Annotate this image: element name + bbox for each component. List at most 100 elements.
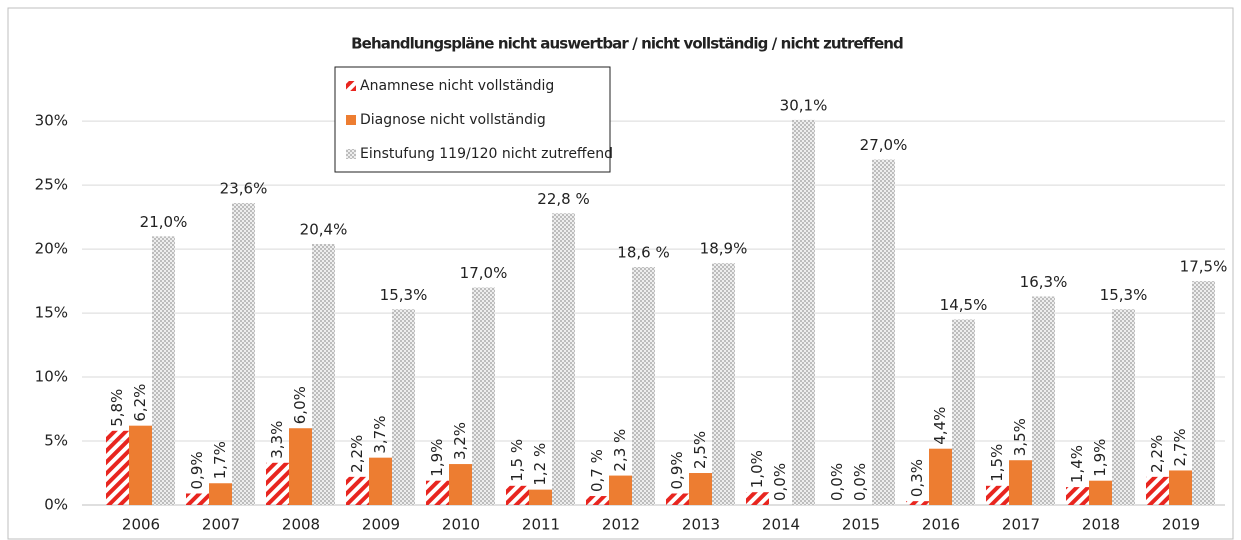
bar	[712, 263, 735, 505]
legend-swatch	[346, 149, 356, 159]
data-label: 21,0%	[140, 213, 188, 231]
data-label: 4,4%	[931, 407, 949, 445]
legend-label: Diagnose nicht vollständig	[360, 112, 546, 128]
bar	[106, 430, 129, 505]
data-label: 2,2%	[1148, 435, 1166, 473]
bar	[209, 483, 232, 505]
data-label: 18,6 %	[617, 244, 669, 262]
bar	[746, 492, 769, 505]
x-tick-label: 2013	[682, 516, 720, 534]
data-label: 0,9%	[668, 451, 686, 489]
chart-title: Behandlungspläne nicht auswertbar / nich…	[351, 35, 903, 53]
x-tick-label: 2014	[762, 516, 800, 534]
bar	[632, 267, 655, 505]
chart-border	[7, 7, 1234, 540]
bar	[472, 287, 495, 505]
y-tick-label: 10%	[35, 368, 68, 386]
data-label: 15,3%	[1100, 286, 1148, 304]
legend: Anamnese nicht vollständig Diagnose nicht…	[334, 66, 613, 173]
data-label: 1,4%	[1068, 445, 1086, 483]
bar	[392, 309, 415, 505]
bar	[289, 428, 312, 505]
bar	[1066, 487, 1089, 505]
data-label: 1,2 %	[531, 443, 549, 486]
bar	[506, 485, 529, 505]
x-tick-label: 2008	[282, 516, 320, 534]
bar	[129, 425, 152, 505]
data-label: 14,5%	[940, 296, 988, 314]
bar	[986, 485, 1009, 505]
x-tick-label: 2019	[1162, 516, 1200, 534]
bar	[369, 457, 392, 505]
bar	[952, 319, 975, 505]
data-label: 18,9%	[700, 240, 748, 258]
bar	[666, 493, 689, 505]
x-tick-label: 2012	[602, 516, 640, 534]
bar	[586, 496, 609, 505]
bar	[1032, 296, 1055, 505]
bar	[426, 480, 449, 505]
bar	[266, 462, 289, 505]
x-tick-label: 2010	[442, 516, 480, 534]
data-label: 22,8 %	[537, 190, 589, 208]
data-label: 0,7 %	[588, 449, 606, 492]
data-label: 15,3%	[380, 286, 428, 304]
bar	[1169, 470, 1192, 505]
data-label: 17,5%	[1180, 258, 1228, 276]
data-label: 1,5 %	[508, 439, 526, 482]
legend-label: Anamnese nicht vollständig	[360, 78, 554, 94]
bar	[186, 493, 209, 505]
data-label: 1,9%	[428, 439, 446, 477]
data-label: 20,4%	[300, 221, 348, 239]
data-label: 6,2%	[131, 384, 149, 422]
bar	[929, 448, 952, 505]
legend-label: Einstufung 119/120 nicht zutreffend	[360, 146, 613, 162]
data-label: 17,0%	[460, 264, 508, 282]
bar	[792, 119, 815, 505]
data-label: 3,7%	[371, 416, 389, 454]
legend-swatch	[346, 81, 356, 91]
bar	[1089, 480, 1112, 505]
x-tick-label: 2018	[1082, 516, 1120, 534]
bar	[1112, 309, 1135, 505]
x-tick-label: 2015	[842, 516, 880, 534]
y-tick-label: 5%	[44, 432, 68, 450]
bar	[346, 476, 369, 505]
bar	[529, 489, 552, 505]
bar	[609, 475, 632, 505]
bar	[449, 464, 472, 505]
x-tick-label: 2007	[202, 516, 240, 534]
data-label: 3,5%	[1011, 418, 1029, 456]
y-tick-label: 0%	[44, 496, 68, 514]
data-label: 2,7%	[1171, 428, 1189, 466]
legend-box	[334, 66, 611, 173]
data-label: 2,2%	[348, 435, 366, 473]
bar	[232, 203, 255, 505]
data-label: 0,0%	[851, 463, 869, 501]
y-tick-label: 25%	[35, 176, 68, 194]
bar	[872, 159, 895, 505]
y-tick-label: 15%	[35, 304, 68, 322]
data-label: 1,7%	[211, 441, 229, 479]
bar	[1009, 460, 1032, 505]
x-tick-label: 2016	[922, 516, 960, 534]
data-label: 0,0%	[828, 463, 846, 501]
x-tick-label: 2017	[1002, 516, 1040, 534]
bar	[689, 473, 712, 505]
bar	[152, 236, 175, 505]
data-label: 3,2%	[451, 422, 469, 460]
data-label: 0,0%	[771, 463, 789, 501]
data-label: 6,0%	[291, 386, 309, 424]
data-label: 30,1%	[780, 96, 828, 114]
bar	[552, 213, 575, 505]
y-tick-label: 20%	[35, 240, 68, 258]
data-label: 0,9%	[188, 451, 206, 489]
data-label: 16,3%	[1020, 273, 1068, 291]
data-label: 27,0%	[860, 136, 908, 154]
bar	[906, 501, 929, 505]
y-tick-label: 30%	[35, 112, 68, 130]
data-label: 1,5%	[988, 444, 1006, 482]
data-label: 2,5%	[691, 431, 709, 469]
bar	[1146, 476, 1169, 505]
